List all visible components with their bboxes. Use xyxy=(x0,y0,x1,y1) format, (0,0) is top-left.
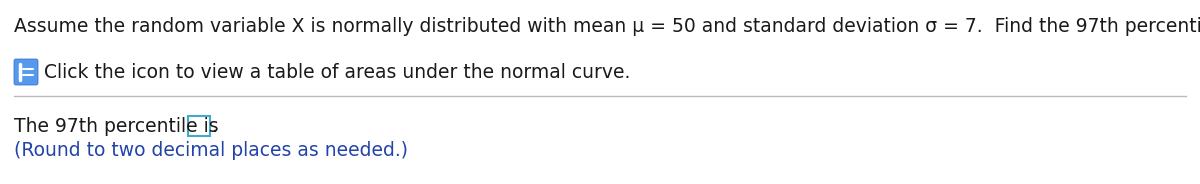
Text: Assume the random variable X is normally distributed with mean μ = 50 and standa: Assume the random variable X is normally… xyxy=(14,17,1200,36)
FancyBboxPatch shape xyxy=(187,116,210,136)
Text: Click the icon to view a table of areas under the normal curve.: Click the icon to view a table of areas … xyxy=(44,63,630,82)
Text: The 97th percentile is: The 97th percentile is xyxy=(14,116,224,135)
Text: .: . xyxy=(211,116,217,135)
Text: (Round to two decimal places as needed.): (Round to two decimal places as needed.) xyxy=(14,141,408,160)
FancyBboxPatch shape xyxy=(14,59,38,85)
